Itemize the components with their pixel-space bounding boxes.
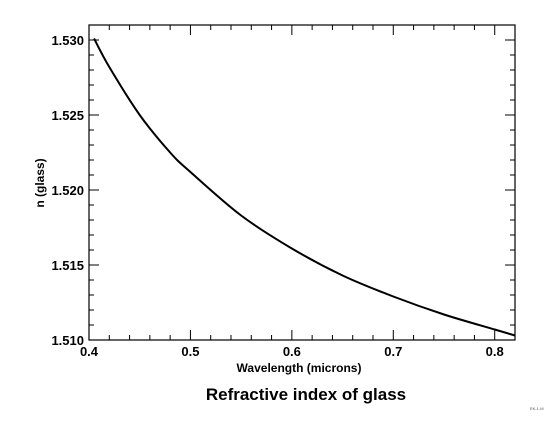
y-tick-label: 1.515	[51, 258, 84, 273]
x-tick-label: 0.8	[486, 344, 504, 359]
x-axis-title: Wavelength (microns)	[237, 361, 362, 375]
y-tick-label: 1.520	[51, 183, 84, 198]
axis-ticks	[88, 24, 516, 341]
x-tick-label: 0.6	[283, 344, 301, 359]
y-tick-label: 1.525	[51, 108, 84, 123]
x-tick-label: 0.4	[80, 344, 99, 359]
y-tick-labels: 1.510 1.515 1.520 1.525 1.530	[51, 33, 84, 348]
x-tick-labels: 0.4 0.5 0.6 0.7 0.8	[80, 344, 504, 359]
corner-code: EK-1-M	[530, 406, 544, 411]
chart-title: Refractive index of glass	[206, 385, 406, 404]
x-tick-label: 0.7	[384, 344, 402, 359]
y-tick-label: 1.510	[51, 333, 84, 348]
y-tick-label: 1.530	[51, 33, 84, 48]
plot-frame	[88, 24, 516, 341]
y-axis-title: n (glass)	[33, 158, 47, 207]
series-line	[93, 38, 516, 337]
x-tick-label: 0.5	[181, 344, 199, 359]
